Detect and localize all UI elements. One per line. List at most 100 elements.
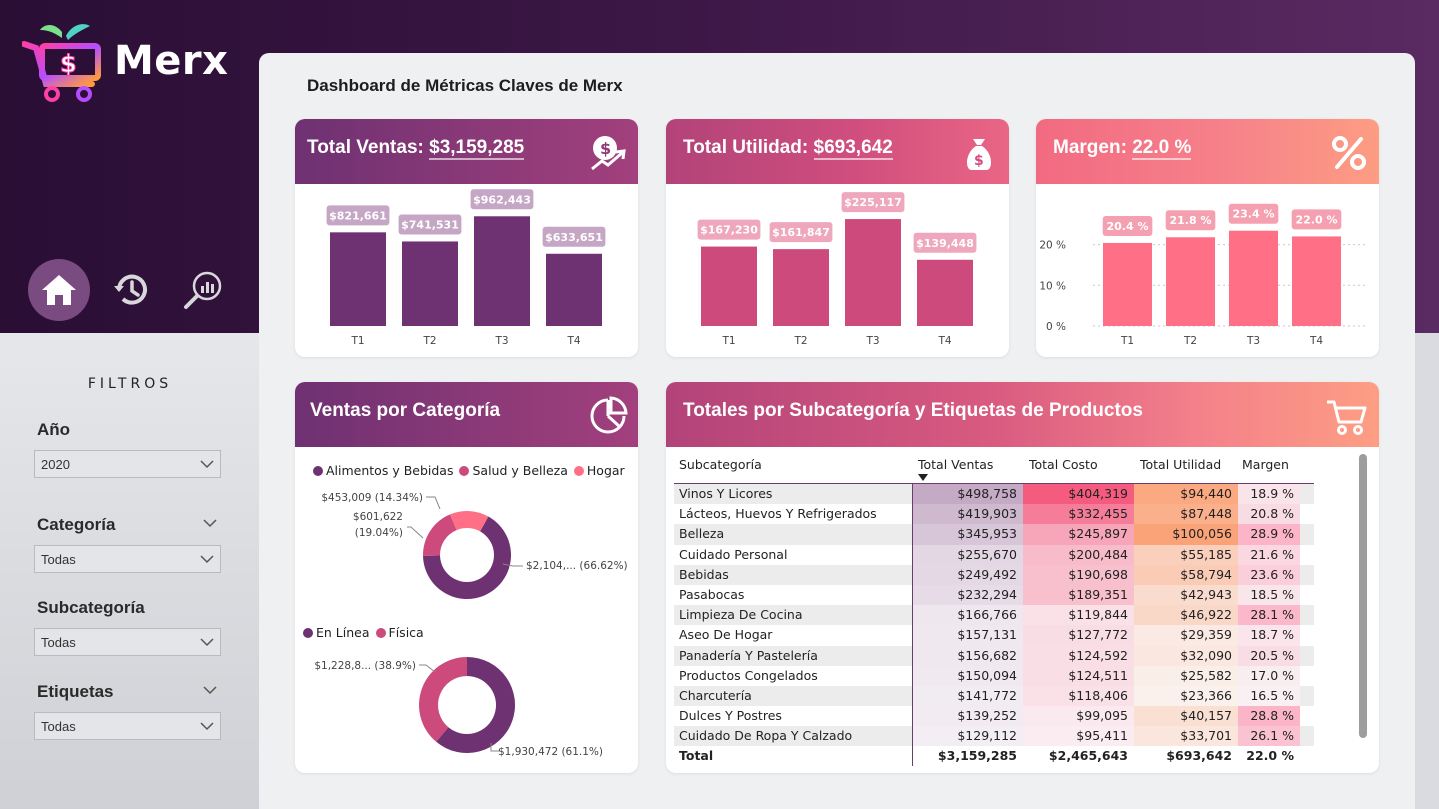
cell-total-sales: $141,772 — [912, 685, 1023, 707]
y-tick-label: 20 % — [1039, 240, 1066, 252]
filter-category-value: Todas — [41, 552, 76, 567]
cell-subcategory: Belleza — [679, 526, 725, 542]
category-card-header: Ventas por Categoría — [295, 382, 638, 447]
donut-slice — [423, 514, 457, 556]
channel-donut-chart: $1,930,472 (61.1%) $1,228,8... (38.9%) — [314, 657, 603, 758]
filter-year-label: Año — [37, 420, 71, 439]
category-card[interactable]: Ventas por Categoría Alimentos y Bebidas… — [295, 382, 638, 773]
data-label: $225,117 — [844, 196, 902, 209]
search-chart-icon — [184, 271, 222, 309]
table-row[interactable]: Charcutería $141,772 $118,406 $23,366 16.5 % — [674, 685, 1314, 707]
cell-margin: 26.1 % — [1238, 726, 1300, 747]
margin-card[interactable]: Margen: 22.0 % 0 % 10 % 20 % 20.4 % T1 21.8 %… — [1036, 119, 1379, 357]
legend-item[interactable]: En Línea — [303, 625, 370, 640]
cell-margin: 23.6 % — [1238, 564, 1300, 585]
col-total-cost[interactable]: Total Costo — [1029, 457, 1098, 472]
table-row[interactable]: Cuidado Personal $255,670 $200,484 $55,185 2… — [674, 544, 1314, 565]
table-row[interactable]: Productos Congelados $150,094 $124,511 $25,… — [674, 665, 1314, 686]
margin-kpi-value: 22.0 % — [1132, 137, 1192, 160]
x-tick-label: T4 — [1309, 335, 1323, 347]
table-row[interactable]: Pasabocas $232,294 $189,351 $42,943 18.5 % — [674, 584, 1314, 606]
table-card-header: Totales por Subcategoría y Etiquetas de … — [666, 382, 1379, 447]
cell-total-cost: $124,592 — [1023, 645, 1134, 666]
data-label-bg — [326, 205, 390, 226]
filter-tags-select[interactable]: Todas — [34, 712, 221, 740]
callout-line — [426, 496, 441, 510]
nav-home-button[interactable] — [28, 259, 90, 321]
table-row[interactable]: Bebidas $249,492 $190,698 $58,794 23.6 % — [674, 564, 1314, 585]
cell-margin: 18.7 % — [1238, 625, 1300, 646]
cell-margin: 16.5 % — [1238, 685, 1300, 707]
channel-legend: En Línea Física — [303, 625, 430, 640]
bar — [546, 253, 602, 326]
x-tick-label: T4 — [937, 335, 951, 347]
legend-item[interactable]: Hogar — [573, 463, 625, 478]
filter-category-select[interactable]: Todas — [34, 545, 221, 573]
table-scrollbar[interactable] — [1359, 454, 1367, 738]
filter-year-select[interactable]: 2020 — [34, 450, 221, 478]
svg-text:$: $ — [974, 153, 984, 169]
cell-margin: 18.9 % — [1238, 484, 1300, 505]
bar — [402, 241, 458, 326]
data-label-bg — [1165, 210, 1216, 231]
data-label: $962,443 — [473, 193, 531, 206]
filters-title: FILTROS — [87, 376, 173, 392]
category-collapse-chevron-icon[interactable] — [202, 517, 218, 529]
slice-label: $1,930,472 (61.1%) — [498, 746, 603, 758]
table-header: Subcategoría Total Ventas Total Costo To… — [674, 454, 1314, 484]
legend-item[interactable]: Física — [375, 625, 424, 640]
cell-total-profit: $40,157 — [1134, 706, 1238, 727]
cell-total-cost: $190,698 — [1023, 564, 1134, 585]
data-label: $161,847 — [772, 226, 830, 239]
table-row[interactable]: Panadería Y Pastelería $156,682 $124,592 $3… — [674, 645, 1314, 666]
chevron-down-icon — [200, 460, 214, 469]
category-donut-chart: $2,104,... (66.62%) $601,622 (19.04%) $453,… — [321, 492, 628, 599]
tags-collapse-chevron-icon[interactable] — [202, 684, 218, 696]
table-row[interactable]: Cuidado De Ropa Y Calzado $129,112 $95,411… — [674, 726, 1314, 747]
x-tick-label: T1 — [350, 335, 364, 347]
subcategory-table-card[interactable]: Totales por Subcategoría y Etiquetas de … — [666, 382, 1379, 773]
col-total-profit[interactable]: Total Utilidad — [1140, 457, 1222, 472]
x-tick-label: T1 — [721, 335, 735, 347]
data-label: 20.4 % — [1107, 220, 1149, 233]
legend-item[interactable]: Alimentos y Bebidas — [313, 463, 453, 478]
x-tick-label: T2 — [793, 335, 807, 347]
profit-card[interactable]: Total Utilidad: $693,642 $ $167,230 T1 $16… — [666, 119, 1009, 357]
filter-subcategory-value: Todas — [41, 635, 76, 650]
table-row[interactable]: Belleza $345,953 $245,897 $100,056 28.9 % — [674, 524, 1314, 545]
col-subcategory[interactable]: Subcategoría — [679, 457, 762, 472]
table-row[interactable]: Lácteos, Huevos Y Refrigerados $419,903 $3… — [674, 504, 1314, 525]
table-row[interactable]: Dulces Y Postres $139,252 $99,095 $40,157 28… — [674, 706, 1314, 727]
filter-subcategory-select[interactable]: Todas — [34, 628, 221, 656]
legend-item[interactable]: Salud y Belleza — [459, 463, 568, 478]
nav-analysis-button[interactable] — [172, 259, 234, 321]
cell-subcategory: Cuidado Personal — [679, 546, 788, 562]
cell-margin: 21.6 % — [1238, 544, 1300, 565]
table-row[interactable]: Aseo De Hogar $157,131 $127,772 $29,359 18.7… — [674, 625, 1314, 646]
cell-total-sales: $345,953 — [912, 524, 1023, 545]
table-total-row: Total $3,159,285 $2,465,643 $693,642 22.0 % — [674, 746, 1314, 766]
table-row[interactable]: Limpieza De Cocina $166,766 $119,844 $46,92… — [674, 605, 1314, 626]
col-margin[interactable]: Margen — [1242, 457, 1289, 472]
cell-total-sales: $156,682 — [912, 645, 1023, 666]
chevron-down-icon — [200, 722, 214, 731]
cell-total-sales: $150,094 — [912, 665, 1023, 686]
profit-kpi-label: Total Utilidad: — [683, 137, 809, 158]
data-label-bg — [1291, 209, 1342, 230]
table-row[interactable]: Vinos Y Licores $498,758 $404,319 $94,440 18… — [674, 484, 1314, 505]
cell-total-cost: $99,095 — [1023, 706, 1134, 727]
sales-card[interactable]: Total Ventas: $3,159,285 $ $821,661 T1 $74… — [295, 119, 638, 357]
money-growth-icon: $ — [591, 136, 626, 171]
filter-year-value: 2020 — [41, 457, 70, 472]
donut-slice — [419, 657, 467, 742]
cell-total-cost: $189,351 — [1023, 584, 1134, 606]
cell-total-profit: $94,440 — [1134, 484, 1238, 505]
col-total-sales[interactable]: Total Ventas — [918, 457, 994, 472]
cell-subcategory: Pasabocas — [679, 586, 745, 602]
brand-name: Merx — [114, 38, 229, 84]
cell-total-sales: $166,766 — [912, 605, 1023, 626]
nav-history-button[interactable] — [101, 259, 163, 321]
sales-kpi-label: Total Ventas: — [307, 137, 424, 158]
pie-chart-icon — [590, 396, 628, 434]
profit-card-header: Total Utilidad: $693,642 $ — [666, 119, 1009, 184]
